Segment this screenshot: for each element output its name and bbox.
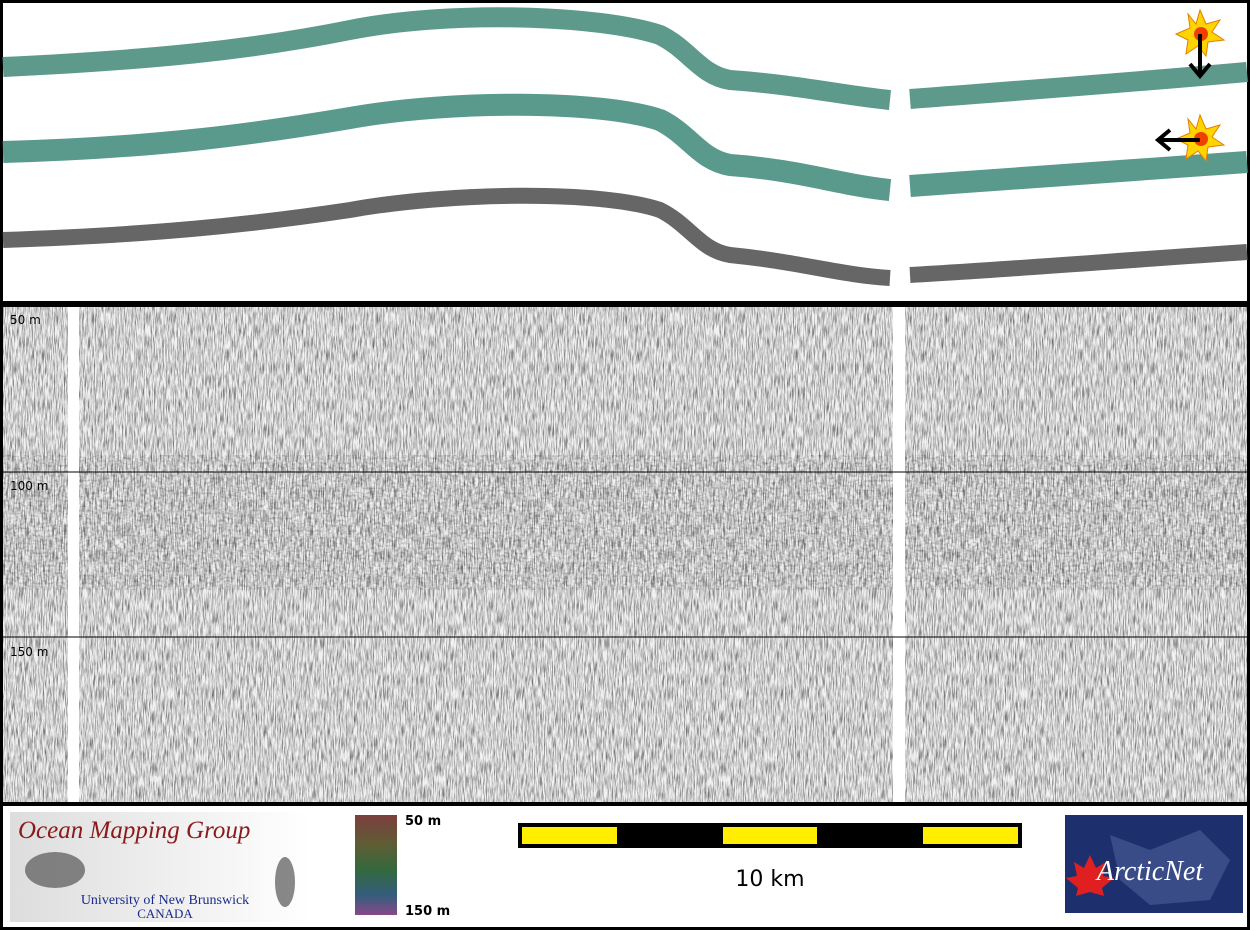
sun-marker [1154, 113, 1226, 163]
swaths [2, 7, 1248, 286]
omg-logo: Ocean Mapping Group University of New Br… [10, 812, 310, 922]
logo-title: Ocean Mapping Group [18, 817, 250, 844]
logo-country: CANADA [137, 906, 193, 921]
scale-label: 10 km [735, 867, 804, 892]
colorbar-label: 150 m [405, 904, 450, 919]
swath [2, 187, 891, 286]
swath [909, 244, 1248, 283]
depth-label: 50 m [10, 313, 41, 327]
swath [2, 93, 892, 201]
arcticnet-logo: ArcticNet [1065, 815, 1243, 913]
partner-name: ArcticNet [1095, 856, 1204, 887]
colorbar [355, 815, 397, 915]
swath [909, 62, 1248, 109]
seismic-profile: 50 m 100 m 150 m [3, 307, 1247, 802]
depth-label: 150 m [10, 645, 48, 659]
logo-institution: University of New Brunswick [81, 893, 249, 908]
depth-label: 100 m [10, 479, 48, 493]
sun-marker [1174, 8, 1226, 80]
colorbar-shade [355, 815, 397, 915]
scale-bar: 10 km [518, 823, 1022, 892]
swath [909, 151, 1248, 197]
colorbar-label: 50 m [405, 814, 441, 829]
swath [2, 7, 891, 110]
